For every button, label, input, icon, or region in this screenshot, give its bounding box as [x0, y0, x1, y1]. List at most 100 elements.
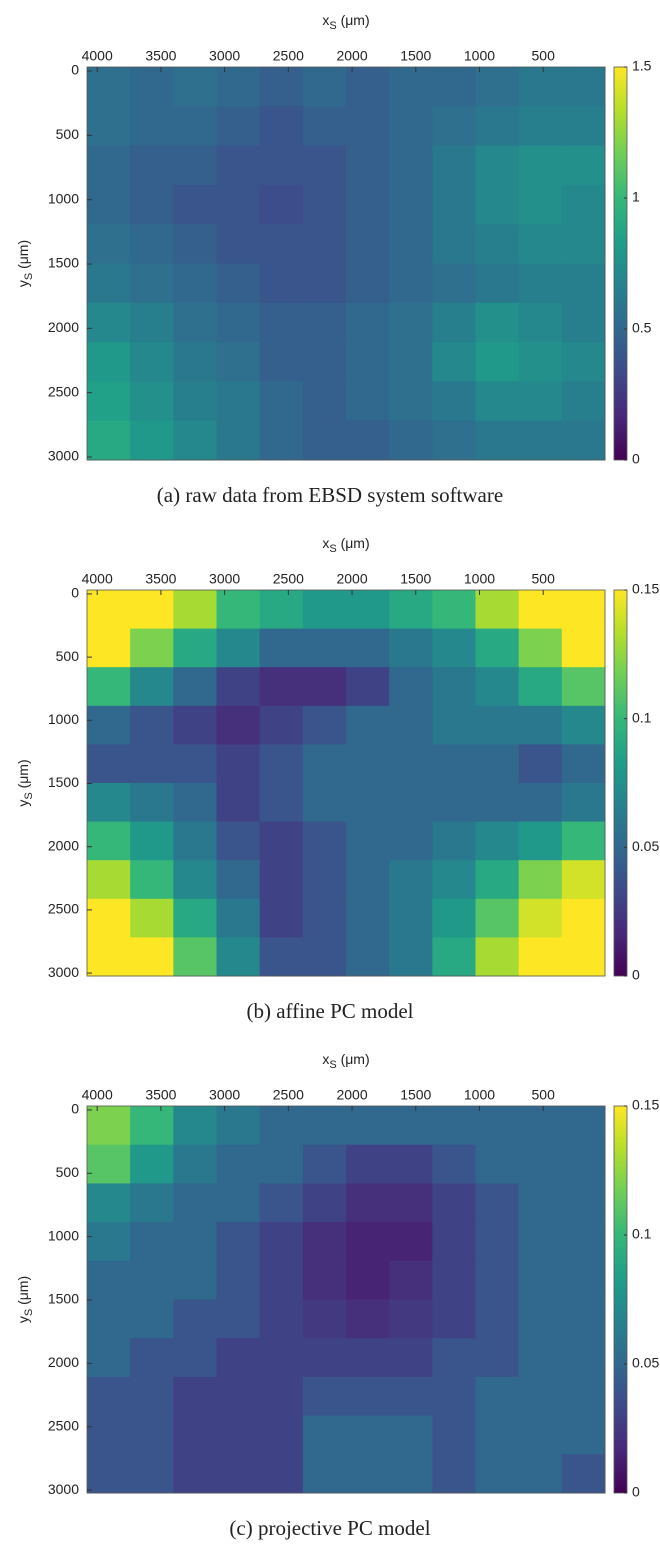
heatmap-cell	[389, 590, 433, 630]
heatmap-cell	[432, 705, 476, 745]
heatmap-cell	[216, 705, 261, 745]
heatmap-cell	[561, 106, 606, 147]
heatmap-cell	[302, 1454, 347, 1494]
heatmap-cell	[432, 1376, 476, 1417]
heatmap-cell	[216, 1260, 261, 1300]
heatmap-cell	[259, 1106, 304, 1146]
heatmap-cell	[389, 667, 433, 707]
heatmap-cell	[259, 705, 304, 745]
heatmap-cell	[518, 898, 563, 938]
heatmap-cell	[475, 590, 520, 630]
heatmap-cell	[216, 1183, 261, 1223]
heatmap-cell	[259, 590, 304, 630]
heatmap-cell	[432, 1454, 476, 1494]
heatmap-cell	[561, 302, 606, 343]
heatmap-cell	[432, 744, 476, 784]
heatmap-cell	[475, 145, 520, 186]
heatmap-cell	[302, 67, 347, 107]
heatmap-cell	[130, 106, 174, 147]
heatmap-cell	[561, 590, 606, 630]
heatmap-cell	[432, 67, 476, 107]
heatmap-cell	[561, 184, 606, 225]
heatmap-cell	[432, 145, 476, 186]
heatmap-cell	[475, 744, 520, 784]
heatmap-cell	[561, 1144, 606, 1184]
heatmap-cell	[389, 342, 433, 382]
heatmap-cell	[475, 184, 520, 225]
heatmap-cell	[87, 860, 131, 900]
x-tick-label: 3000	[209, 1087, 240, 1103]
heatmap-cell	[173, 783, 217, 823]
heatmap-cell	[432, 937, 476, 977]
heatmap-cell	[518, 1299, 563, 1339]
heatmap-cell	[130, 860, 174, 900]
heatmap-cell	[87, 184, 131, 225]
heatmap-cell	[302, 302, 347, 343]
heatmap-cell	[432, 1338, 476, 1378]
heatmap-cell	[475, 821, 520, 861]
y-axis-label-sub: S	[23, 273, 35, 280]
heatmap-cell	[432, 224, 476, 264]
heatmap-cell	[216, 224, 261, 264]
y-tick-label: 2500	[48, 383, 79, 399]
heatmap-cell	[87, 342, 131, 382]
heatmap-cell	[561, 744, 606, 784]
heatmap-cell	[216, 145, 261, 186]
heatmap-cell	[561, 937, 606, 977]
heatmap-cell	[346, 744, 390, 784]
x-axis-label-sub: S	[329, 20, 336, 32]
heatmap-cell	[518, 1222, 563, 1262]
heatmap-cell	[173, 1338, 217, 1378]
heatmap-cell	[130, 1144, 174, 1184]
y-tick-label: 1000	[48, 711, 79, 727]
heatmap-cell	[259, 420, 304, 461]
heatmap-cell	[475, 381, 520, 422]
heatmap-cell	[173, 145, 217, 186]
heatmap-cell	[346, 1106, 390, 1146]
y-tick-label: 2000	[48, 837, 79, 853]
heatmap-cell	[346, 783, 390, 823]
heatmap-cell	[475, 1415, 520, 1455]
heatmap-cell	[259, 1415, 304, 1455]
heatmap-cell	[259, 1222, 304, 1262]
heatmap-cell	[259, 381, 304, 422]
heatmap-cell	[346, 898, 390, 938]
heatmap-cell	[346, 1183, 390, 1223]
heatmap-cell	[389, 821, 433, 861]
heatmap-cell	[518, 302, 563, 343]
x-tick-label: 500	[532, 571, 556, 587]
y-axis-label-main: y	[15, 1316, 31, 1323]
heatmap-cell	[432, 1222, 476, 1262]
colorbar-tick-label: 0.1	[632, 709, 652, 725]
x-tick-label: 3500	[145, 571, 176, 587]
heatmap-cell	[518, 1106, 563, 1146]
heatmap-cell	[302, 590, 347, 630]
heatmap-cell	[346, 860, 390, 900]
heatmap-cell	[346, 1338, 390, 1378]
y-tick-label: 3000	[48, 448, 79, 464]
heatmap-cell	[130, 67, 174, 107]
heatmap-cell	[259, 1299, 304, 1339]
heatmap-cell	[475, 1376, 520, 1417]
heatmap-cell	[130, 1338, 174, 1378]
heatmap-cell	[475, 628, 520, 668]
heatmap-cell	[389, 1183, 433, 1223]
heatmap-cell	[216, 67, 261, 107]
heatmap-cell	[346, 1376, 390, 1417]
heatmap-cell	[130, 184, 174, 225]
heatmap-cell	[173, 1299, 217, 1339]
heatmap-cell	[173, 1183, 217, 1223]
x-tick-label: 2000	[336, 48, 367, 64]
heatmap-cell	[302, 705, 347, 745]
heatmap-cell	[130, 898, 174, 938]
heatmap-cell	[216, 628, 261, 668]
heatmap-cell	[475, 705, 520, 745]
heatmap-cell	[475, 1454, 520, 1494]
heatmap-cell	[259, 667, 304, 707]
heatmap-cell	[518, 590, 563, 630]
heatmap-cell	[259, 821, 304, 861]
x-tick-label: 2500	[273, 571, 304, 587]
heatmap-cell	[346, 705, 390, 745]
heatmap-cell	[302, 667, 347, 707]
heatmap-cell	[389, 937, 433, 977]
